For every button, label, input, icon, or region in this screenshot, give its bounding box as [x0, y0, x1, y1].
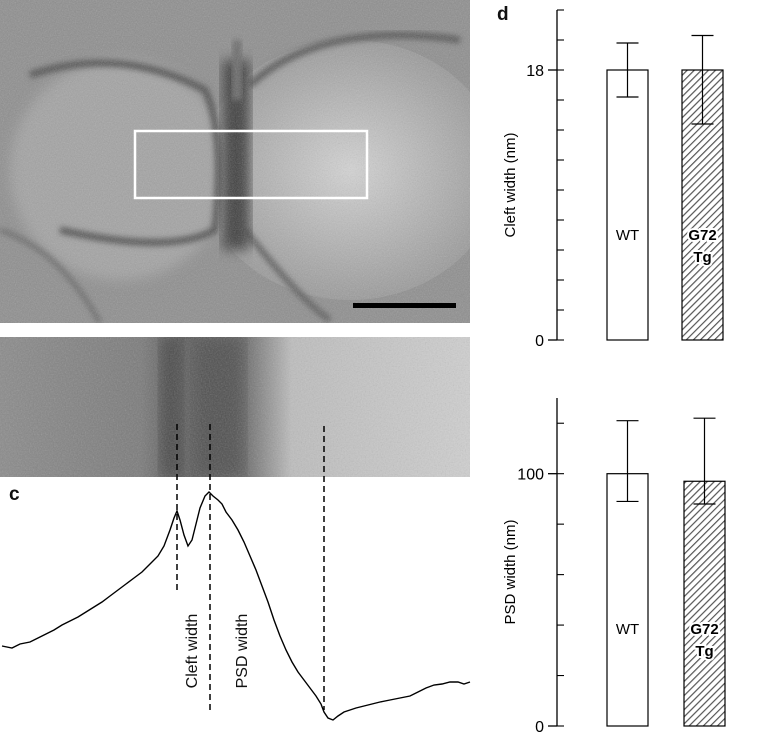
chart0-y-label: Cleft width (nm) — [502, 132, 519, 237]
chart0-bar-0 — [606, 69, 649, 341]
panel-letter-d: d — [497, 4, 509, 25]
roi-box — [133, 129, 369, 200]
chart1-tick-label: 100 — [517, 467, 544, 484]
chart1-bar-0 — [606, 473, 649, 727]
micrograph-b-image — [0, 337, 470, 477]
chart0-tick-label: 0 — [535, 333, 544, 350]
chart1-tick-label: 0 — [535, 719, 544, 735]
profile-plot — [1, 424, 471, 721]
chart1-category-label-1: Tg — [695, 643, 713, 660]
chart1-y-label: PSD width (nm) — [502, 519, 519, 624]
micrograph-panel-b — [0, 337, 470, 477]
chart0-tick-label: 18 — [526, 63, 544, 80]
micrograph-panel-a — [0, 0, 470, 323]
chart1-category-label-halo: G72 — [690, 621, 718, 638]
chart1-category-label-1: G72 — [690, 621, 718, 638]
chart0-category-label-0: WT — [616, 227, 639, 244]
chart1-category-label-0: WT — [616, 621, 639, 638]
chart1-category-label-halo: Tg — [695, 643, 713, 660]
chart0-category-label-halo: Tg — [693, 249, 711, 266]
chart1-bar-1 — [683, 480, 726, 727]
scale-bar — [353, 303, 456, 308]
chart0-category-label-1: Tg — [693, 249, 711, 266]
intensity-profile-trace — [1, 491, 471, 721]
micrograph-a-image — [0, 0, 470, 323]
panel-letter-c: c — [9, 484, 20, 505]
chart0-category-label-halo: G72 — [688, 227, 716, 244]
chart0-category-label-1: G72 — [688, 227, 716, 244]
